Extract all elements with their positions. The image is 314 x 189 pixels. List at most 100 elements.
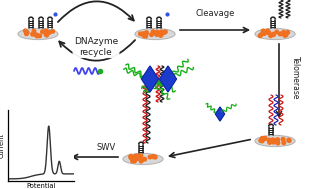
Circle shape — [136, 156, 139, 160]
Circle shape — [260, 139, 264, 143]
Circle shape — [159, 34, 162, 37]
Circle shape — [129, 154, 133, 158]
Circle shape — [276, 138, 279, 142]
Circle shape — [288, 139, 291, 142]
Circle shape — [272, 33, 275, 36]
Circle shape — [276, 139, 279, 143]
Circle shape — [142, 34, 146, 37]
Circle shape — [45, 33, 48, 37]
Circle shape — [276, 141, 280, 145]
Circle shape — [133, 154, 137, 158]
Circle shape — [144, 34, 148, 38]
Circle shape — [44, 30, 48, 34]
Circle shape — [47, 31, 51, 34]
Circle shape — [286, 31, 290, 34]
Y-axis label: Current: Current — [0, 133, 5, 158]
Circle shape — [282, 30, 285, 34]
Circle shape — [259, 139, 263, 142]
Circle shape — [282, 141, 286, 145]
Circle shape — [269, 34, 273, 38]
Circle shape — [287, 138, 290, 142]
Circle shape — [24, 29, 27, 33]
Text: Cleavage: Cleavage — [195, 9, 235, 18]
Circle shape — [145, 31, 148, 34]
Ellipse shape — [255, 136, 295, 146]
Text: SWV: SWV — [96, 143, 116, 152]
Circle shape — [261, 138, 264, 142]
Circle shape — [131, 159, 134, 163]
Circle shape — [266, 29, 269, 33]
Circle shape — [143, 157, 147, 161]
Circle shape — [263, 32, 266, 35]
Text: Telomerase: Telomerase — [291, 56, 300, 100]
Circle shape — [263, 31, 266, 34]
Circle shape — [152, 31, 155, 35]
Circle shape — [134, 156, 138, 160]
Circle shape — [35, 33, 38, 37]
Circle shape — [32, 29, 36, 33]
Circle shape — [267, 31, 271, 35]
Circle shape — [151, 155, 155, 159]
Circle shape — [148, 155, 152, 159]
Circle shape — [51, 29, 55, 33]
Circle shape — [129, 156, 133, 159]
Circle shape — [261, 136, 264, 140]
Circle shape — [278, 32, 282, 36]
Circle shape — [261, 29, 265, 33]
Ellipse shape — [123, 153, 163, 164]
Circle shape — [155, 33, 159, 36]
Ellipse shape — [135, 29, 175, 40]
Polygon shape — [160, 66, 176, 92]
Circle shape — [267, 138, 271, 142]
Circle shape — [155, 30, 159, 34]
Circle shape — [24, 32, 28, 36]
Circle shape — [164, 30, 167, 34]
Circle shape — [41, 30, 44, 33]
Circle shape — [160, 33, 163, 36]
Circle shape — [271, 138, 275, 142]
Circle shape — [263, 137, 267, 140]
Circle shape — [258, 34, 262, 38]
Polygon shape — [215, 107, 225, 121]
Circle shape — [35, 33, 39, 37]
Circle shape — [283, 33, 287, 37]
Circle shape — [142, 32, 145, 35]
X-axis label: Potential: Potential — [26, 183, 56, 189]
Circle shape — [140, 158, 144, 162]
Circle shape — [35, 34, 39, 38]
Circle shape — [25, 31, 29, 34]
Circle shape — [272, 32, 275, 36]
Circle shape — [275, 30, 279, 34]
Circle shape — [159, 32, 162, 36]
Circle shape — [281, 137, 285, 141]
Circle shape — [157, 31, 161, 35]
Circle shape — [144, 32, 148, 36]
Ellipse shape — [18, 29, 58, 40]
Circle shape — [263, 136, 267, 140]
Circle shape — [160, 30, 163, 34]
Circle shape — [38, 34, 41, 38]
Ellipse shape — [255, 29, 295, 40]
Polygon shape — [142, 66, 159, 92]
Circle shape — [280, 32, 284, 36]
Circle shape — [45, 32, 48, 36]
Text: DNAzyme
recycle: DNAzyme recycle — [74, 37, 118, 57]
Circle shape — [273, 139, 276, 142]
Circle shape — [268, 141, 272, 144]
Circle shape — [150, 33, 153, 36]
Circle shape — [267, 31, 270, 34]
Circle shape — [272, 140, 275, 144]
Circle shape — [151, 155, 155, 158]
Circle shape — [151, 30, 155, 33]
Circle shape — [136, 154, 139, 158]
Circle shape — [130, 156, 133, 160]
Circle shape — [162, 31, 166, 34]
Circle shape — [259, 33, 263, 36]
Circle shape — [44, 33, 48, 36]
Circle shape — [284, 33, 288, 37]
Circle shape — [139, 159, 143, 163]
Circle shape — [44, 29, 47, 33]
Circle shape — [46, 31, 50, 35]
Circle shape — [154, 155, 157, 159]
Circle shape — [31, 32, 34, 36]
